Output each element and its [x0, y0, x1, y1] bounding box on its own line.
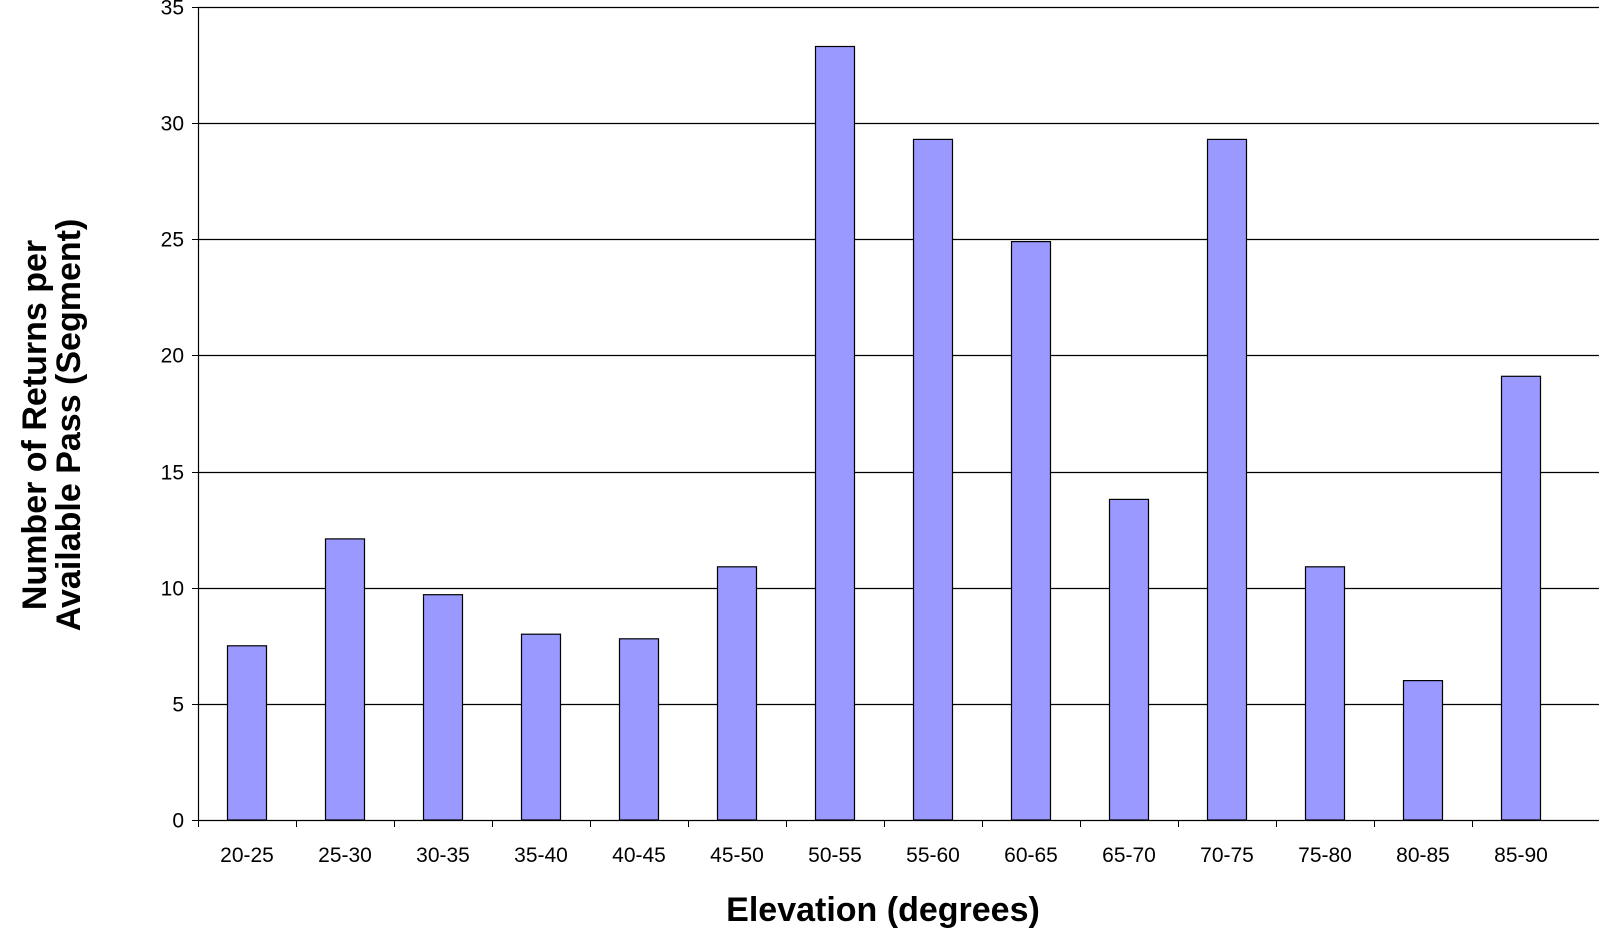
x-axis-title: Elevation (degrees)	[726, 891, 1040, 929]
x-tick-label: 30-35	[416, 844, 470, 867]
y-tick-label: 30	[161, 113, 184, 136]
x-tick-label: 50-55	[808, 844, 862, 867]
gridlines	[198, 6, 1599, 706]
y-axis-title-line-1: Number of Returns per	[16, 240, 54, 610]
bars	[226, 45, 1542, 821]
y-tick-label: 5	[172, 694, 184, 717]
y-axis-title-line-2: Available Pass (Segment)	[50, 219, 88, 632]
y-axis-title: Number of Returns per Available Pass (Se…	[16, 219, 88, 632]
y-tick-label: 25	[161, 229, 184, 252]
bar-65-70	[1108, 498, 1150, 821]
bar-60-65	[1010, 241, 1052, 821]
x-tick-label: 75-80	[1298, 844, 1352, 867]
bar-20-25	[226, 645, 268, 821]
y-tick-label: 0	[172, 810, 184, 833]
bar-45-50	[716, 566, 758, 821]
bar-30-35	[422, 594, 464, 821]
x-tick-label: 70-75	[1200, 844, 1254, 867]
x-tick-label: 80-85	[1396, 844, 1450, 867]
y-tick-label: 10	[161, 578, 184, 601]
bar-80-85	[1402, 679, 1444, 821]
bar-85-90	[1500, 375, 1542, 821]
x-tick-label: 25-30	[318, 844, 372, 867]
x-tick-label: 60-65	[1004, 844, 1058, 867]
y-tick-label: 20	[161, 345, 184, 368]
x-tick-label: 85-90	[1494, 844, 1548, 867]
y-tick-label: 35	[161, 0, 184, 20]
x-tick-label: 55-60	[906, 844, 960, 867]
x-tick-label: 45-50	[710, 844, 764, 867]
y-tick-labels: 0 5 10 15 20 25 30 35	[161, 0, 184, 833]
axes	[192, 7, 1599, 827]
bar-70-75	[1206, 138, 1248, 821]
bar-50-55	[814, 45, 856, 821]
bar-35-40	[520, 633, 562, 821]
bar-55-60	[912, 138, 954, 821]
x-tick-label: 40-45	[612, 844, 666, 867]
bar-40-45	[618, 638, 660, 821]
x-tick-label: 65-70	[1102, 844, 1156, 867]
bar-25-30	[324, 538, 366, 821]
y-tick-label: 15	[161, 462, 184, 485]
x-tick-label: 35-40	[514, 844, 568, 867]
x-tick-label: 20-25	[220, 844, 274, 867]
x-tick-labels: 20-25 25-30 30-35 35-40 40-45 45-50 50-55 55-60…	[220, 844, 1548, 867]
bar-75-80	[1304, 566, 1346, 821]
